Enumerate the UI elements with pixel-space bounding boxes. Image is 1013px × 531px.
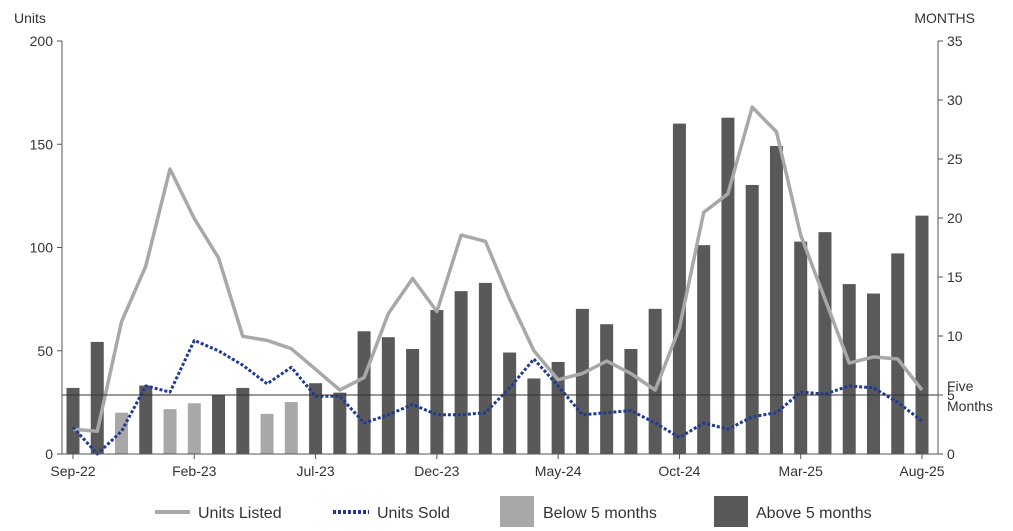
x-tick-label: Dec-23 [414,463,459,479]
y-right-tick-label: 0 [947,446,955,462]
bar-apr-25 [818,232,832,454]
bar-dec-23 [430,310,444,454]
y-left-tick-label: 100 [30,240,54,256]
y-right-tick-label: 30 [947,92,963,108]
bar-apr-23 [236,387,250,454]
bar-mar-25 [794,241,808,454]
bar-may-25 [842,284,856,454]
y-left-tick-label: 50 [37,343,53,359]
x-tick-label: Feb-23 [172,463,217,479]
legend: Units Listed Units Sold Below 5 months A… [155,496,872,527]
bar-apr-24 [527,378,541,454]
bars-group [66,117,929,454]
bar-jun-23 [284,402,298,454]
legend-label-above-5-months: Above 5 months [756,505,872,522]
bar-nov-24 [697,245,711,454]
y-right-tick-label: 35 [947,33,963,49]
bar-nov-23 [406,348,420,454]
bar-may-24 [551,361,565,454]
x-tick-label: Aug-25 [899,463,944,479]
legend-label-below-5-months: Below 5 months [543,505,657,522]
y-left-axis-title: Units [14,10,46,26]
x-tick-label: Oct-24 [658,463,700,479]
y-right-tick-label: 5 [947,387,955,403]
bar-jun-25 [866,293,880,454]
bar-oct-22 [90,341,104,454]
lines-group [71,105,924,456]
x-tick-label: Mar-25 [779,463,824,479]
legend-label-units-sold: Units Sold [377,505,450,522]
y-right-tick-label: 15 [947,269,963,285]
axes-group: 0 50 100 150 200 0 5 10 15 20 25 30 35 Sep-22 Feb-23 Ju… [30,33,963,479]
legend-swatch-below-5-months [500,496,534,527]
bar-oct-24 [672,123,686,454]
legend-label-units-listed: Units Listed [198,505,282,522]
bar-jul-23 [309,383,323,454]
bar-feb-23 [187,403,201,454]
bar-mar-24 [503,352,517,454]
bar-oct-23 [381,337,395,454]
bar-sep-22 [66,387,80,454]
bar-feb-25 [769,146,783,454]
y-left-tick-label: 0 [45,446,53,462]
bar-jan-24 [454,291,468,454]
bar-jul-25 [891,253,905,454]
series-line-units-listed [72,105,924,434]
bar-jan-23 [163,409,177,454]
x-tick-label: Jul-23 [297,463,335,479]
threshold-label-line2: Months [947,398,993,414]
bar-sep-24 [648,308,662,454]
x-tick-label: May-24 [535,463,582,479]
bar-may-23 [260,413,274,454]
x-tick-label: Sep-22 [50,463,95,479]
bar-jul-24 [600,324,614,454]
bar-nov-22 [115,412,129,454]
y-left-tick-label: 200 [30,33,54,49]
bar-feb-24 [478,282,492,454]
bar-jan-25 [745,184,759,454]
bar-mar-23 [212,395,226,454]
threshold-label-line1: Five [947,378,974,394]
y-right-axis-title: MONTHS [914,10,975,26]
bar-aug-25 [915,215,929,454]
bar-aug-23 [333,392,347,454]
bar-aug-24 [624,348,638,454]
bar-jun-24 [575,308,589,454]
y-right-tick-label: 20 [947,210,963,226]
bar-sep-23 [357,331,371,454]
bar-dec-24 [721,117,735,454]
y-right-tick-label: 10 [947,328,963,344]
legend-swatch-above-5-months [714,496,748,527]
y-right-tick-label: 25 [947,151,963,167]
y-left-tick-label: 150 [30,136,54,152]
bar-dec-22 [139,385,153,454]
